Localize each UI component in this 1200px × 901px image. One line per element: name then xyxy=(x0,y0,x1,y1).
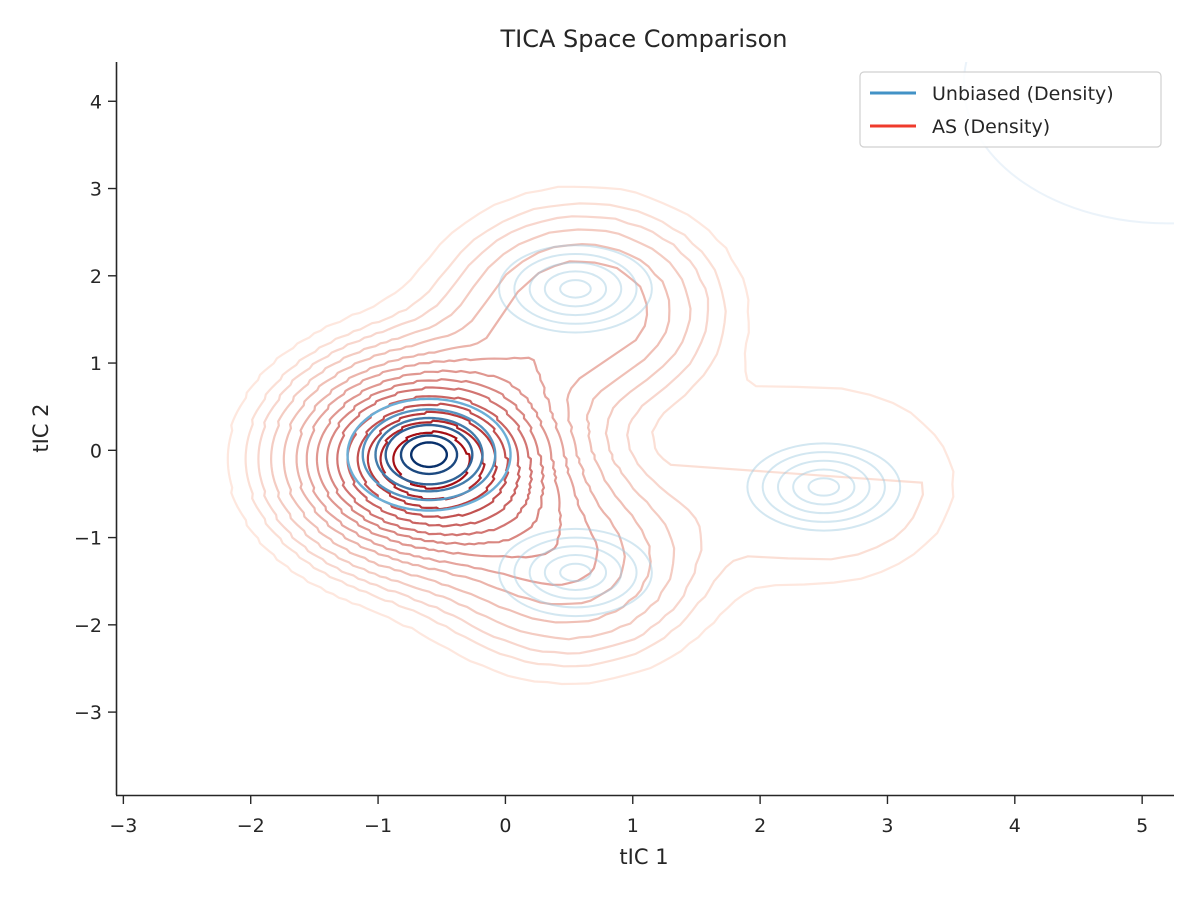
y-tick-label: 0 xyxy=(90,440,102,462)
unbiased-contour-line xyxy=(761,451,886,523)
as-contour-line xyxy=(226,185,955,686)
legend: Unbiased (Density) AS (Density) xyxy=(859,71,1162,148)
as-contour-line xyxy=(244,202,925,668)
unbiased-contour-line xyxy=(528,261,623,317)
y-axis-label: tIC 2 xyxy=(29,403,53,452)
unbiased-contour-line xyxy=(528,545,623,600)
y-tick-label: −3 xyxy=(74,702,102,724)
as-contour-line xyxy=(257,215,710,655)
as-contour-line xyxy=(295,260,649,606)
as-contour-line xyxy=(269,228,692,641)
y-tick-label: −2 xyxy=(74,615,102,637)
y-tick-label: 4 xyxy=(90,91,102,113)
unbiased-contour-line xyxy=(559,279,592,299)
legend-label-as: AS (Density) xyxy=(932,116,1050,138)
x-tick-label: −2 xyxy=(237,815,265,837)
as-contour-line xyxy=(366,410,498,511)
unbiased-contour-line xyxy=(374,416,484,493)
unbiased-contour-line xyxy=(498,244,653,334)
unbiased-contour-line xyxy=(361,408,497,502)
legend-label-unbiased: Unbiased (Density) xyxy=(932,83,1114,105)
x-tick-label: 2 xyxy=(754,815,766,837)
as-contour-line xyxy=(305,356,599,587)
y-ticks: −3 −2 −1 0 1 2 3 4 xyxy=(74,91,116,724)
as-contour-line xyxy=(315,369,563,559)
y-tick-label: 2 xyxy=(90,266,102,288)
unbiased-contour-line xyxy=(346,397,512,512)
as-contour-line xyxy=(325,378,546,546)
as-contour-line xyxy=(356,402,510,519)
as-contour-line xyxy=(282,242,671,624)
unbiased-contour-line xyxy=(513,252,638,325)
x-tick-label: 4 xyxy=(1009,815,1021,837)
unbiased-contour-line xyxy=(513,536,638,609)
unbiased-contour-line xyxy=(399,434,459,476)
legend-box xyxy=(859,71,1162,148)
x-tick-label: 1 xyxy=(627,815,639,837)
unbiased-contour-line xyxy=(746,442,902,532)
unbiased-contour-line xyxy=(776,459,871,515)
unbiased-contour-line xyxy=(410,441,448,469)
unbiased-contour-line xyxy=(559,562,592,583)
x-tick-label: 0 xyxy=(499,815,511,837)
as-contour-line xyxy=(336,386,534,537)
unbiased-contour-line xyxy=(498,527,653,618)
unbiased-contour-line xyxy=(543,270,608,308)
unbiased-density-contours xyxy=(346,62,1174,618)
y-tick-label: −1 xyxy=(74,528,102,550)
x-tick-label: 3 xyxy=(881,815,893,837)
as-contour-line xyxy=(392,430,471,490)
unbiased-contour-line xyxy=(543,553,608,591)
x-ticks: −3 −2 −1 0 1 2 3 4 5 xyxy=(109,796,1148,837)
x-tick-label: −3 xyxy=(109,815,137,837)
x-axis-label: tIC 1 xyxy=(619,845,668,869)
x-tick-label: 5 xyxy=(1136,815,1148,837)
y-tick-label: 3 xyxy=(90,179,102,201)
chart-title: TICA Space Comparison xyxy=(499,25,787,53)
y-tick-label: 1 xyxy=(90,353,102,375)
unbiased-contour-line xyxy=(792,468,856,506)
unbiased-contour-line xyxy=(384,423,474,486)
x-tick-label: −1 xyxy=(364,815,392,837)
unbiased-contour-line xyxy=(807,477,841,497)
